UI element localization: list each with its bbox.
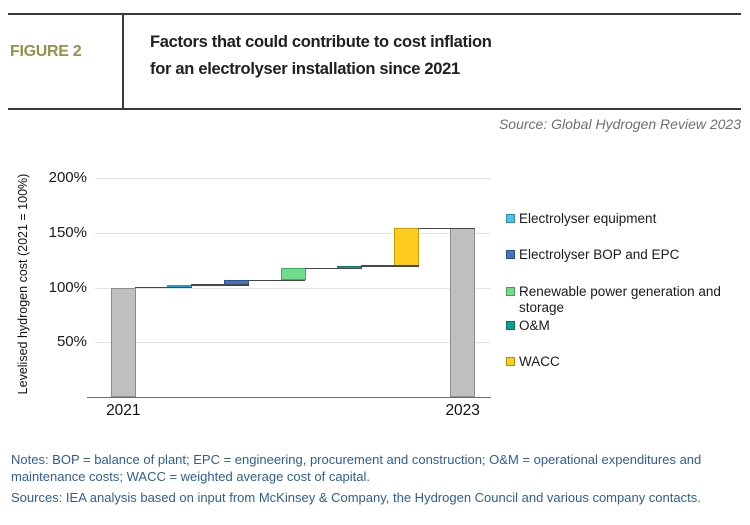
gridline-50: [95, 342, 491, 344]
header-divider: [122, 13, 124, 109]
bar-2021: [110, 287, 136, 397]
bar-2023: [450, 228, 476, 397]
connector-line-3: [304, 267, 363, 270]
gridline-100: [95, 287, 491, 289]
gridline-200: [95, 178, 491, 179]
y-tick-label: 50%: [56, 333, 87, 351]
legend-swatch-electrolyser-bop-epc: [506, 250, 515, 259]
legend-item-renewable-power: Renewable power generation and storage: [506, 284, 734, 316]
footer-notes-block: Notes: BOP = balance of plant; EPC = eng…: [11, 452, 748, 507]
connector-line-1: [191, 284, 249, 286]
legend-item-electrolyser-equipment: Electrolyser equipment: [506, 211, 656, 227]
legend-item-wacc: WACC: [506, 354, 560, 370]
notes-text: Notes: BOP = balance of plant; EPC = eng…: [11, 452, 702, 484]
legend-swatch-renewable-power: [506, 287, 515, 296]
figure-label: FIGURE 2: [10, 43, 82, 60]
legend-label: Electrolyser equipment: [519, 211, 657, 226]
legend-label: Renewable power generation and storage: [519, 284, 721, 315]
legend-swatch-wacc: [506, 357, 515, 366]
y-tick-label: 100%: [48, 278, 87, 296]
source-credit: Source: Global Hydrogen Review 2023: [498, 116, 741, 132]
connector-line-0: [134, 286, 193, 289]
figure-title: Factors that could contribute to cost in…: [150, 29, 492, 83]
legend-item-om: O&M: [506, 318, 550, 334]
connector-line-5: [417, 227, 476, 230]
figure-title-line-2: for an electrolyser installation since 2…: [150, 60, 460, 78]
legend-swatch-electrolyser-equipment: [506, 214, 515, 223]
figure-title-line-1: Factors that could contribute to cost in…: [150, 33, 492, 51]
header-bottom-rule: [8, 108, 741, 110]
x-axis-line: [87, 396, 491, 398]
x-axis-label-2021: 2021: [106, 402, 141, 419]
waterfall-plot-area: 50% 100% 150% 200% 2021 2023: [49, 168, 491, 419]
legend-item-electrolyser-bop-epc: Electrolyser BOP and EPC: [506, 247, 679, 263]
legend-swatch-om: [506, 321, 515, 330]
legend-label: O&M: [519, 318, 550, 333]
connector-line-4: [361, 265, 419, 267]
y-tick-label: 200%: [48, 169, 87, 186]
legend-label: Electrolyser BOP and EPC: [519, 247, 680, 262]
legend-label: WACC: [519, 354, 560, 369]
gridline-150: [95, 232, 491, 234]
header-top-rule: [8, 13, 741, 15]
bar-wacc: [393, 228, 419, 267]
sources-text: Sources: IEA analysis based on input fro…: [11, 490, 701, 505]
bar-renewable-power-generation-and-storage: [280, 268, 306, 281]
x-axis-label-2023: 2023: [445, 402, 480, 419]
y-tick-label: 150%: [48, 223, 87, 241]
connector-line-2: [247, 279, 306, 282]
